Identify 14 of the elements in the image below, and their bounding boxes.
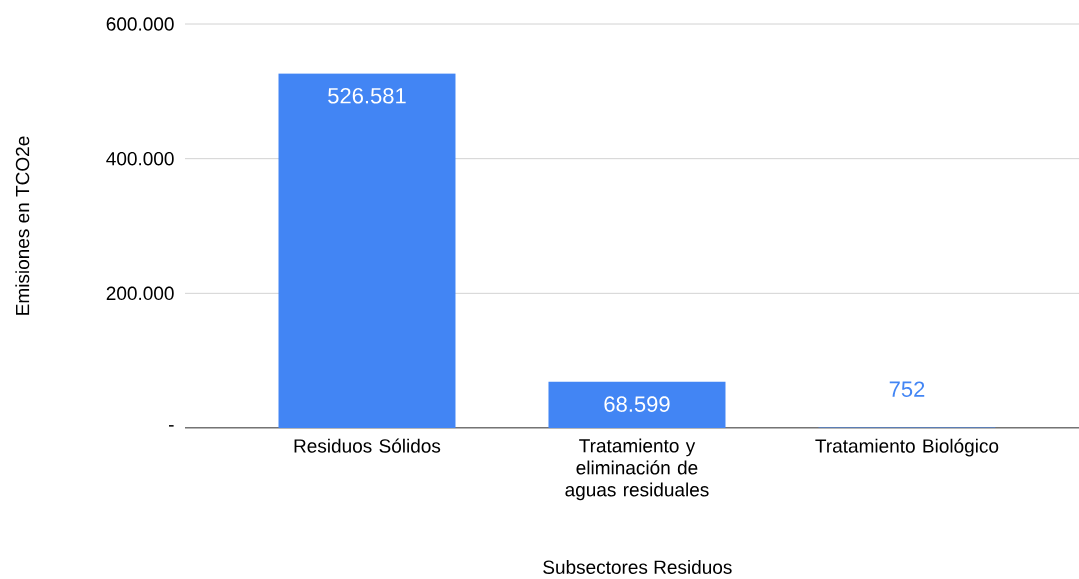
data-label: 68.599 — [604, 396, 670, 412]
x-tick-label: Tratamiento y eliminación de aguas residuales — [565, 438, 709, 501]
bar — [548, 381, 726, 428]
y-tick-label: 200.000 — [106, 286, 174, 301]
y-tick-label: 400.000 — [106, 151, 174, 166]
bar — [278, 73, 456, 428]
x-axis-title: Subsectores Residuos — [543, 559, 732, 574]
y-axis-title: Emisiones en TCO2e — [15, 136, 30, 315]
y-tick-label: 600.000 — [106, 17, 174, 31]
data-label: 752 — [889, 381, 925, 397]
x-tick-label: Residuos Sólidos — [294, 438, 441, 453]
y-tick-label: - — [168, 425, 174, 427]
data-label: 526.581 — [328, 87, 406, 104]
x-tick-label: Tratamiento Biológico — [815, 438, 999, 457]
